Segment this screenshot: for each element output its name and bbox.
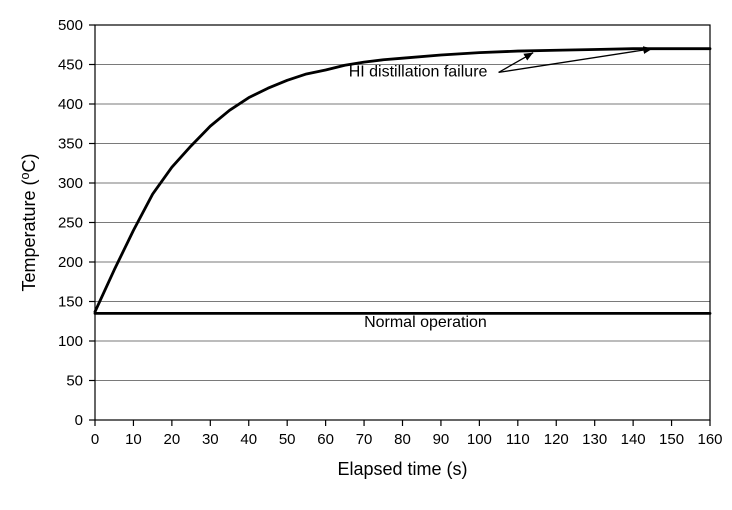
y-tick-label: 400 [58,96,83,113]
x-axis-label: Elapsed time (s) [337,459,467,479]
y-tick-label: 150 [58,294,83,311]
x-tick-label: 160 [697,431,722,448]
annotation-normal: Normal operation [364,314,487,331]
x-tick-label: 70 [356,431,373,448]
x-tick-label: 120 [544,431,569,448]
x-tick-label: 150 [659,431,684,448]
x-tick-label: 140 [621,431,646,448]
chart-container: 0 10 20 30 40 50 60 70 80 90 100 110 120 130 140 150 160… [0,0,732,510]
y-tick-label: 300 [58,175,83,192]
y-tick-label: 200 [58,254,83,271]
x-tick-label: 0 [91,431,99,448]
y-tick-label: 500 [58,17,83,34]
x-tick-label: 80 [394,431,411,448]
x-tick-label: 100 [467,431,492,448]
y-tick-label: 50 [66,373,83,390]
y-tick-label: 350 [58,136,83,153]
line-chart: 0 10 20 30 40 50 60 70 80 90 100 110 120 130 140 150 160… [0,0,732,510]
x-tick-label: 30 [202,431,219,448]
x-tick-label: 90 [433,431,450,448]
x-tick-label: 50 [279,431,296,448]
x-tick-label: 40 [240,431,257,448]
x-tick-label: 20 [164,431,181,448]
y-tick-label: 0 [75,412,83,429]
x-tick-label: 60 [317,431,334,448]
y-tick-label: 250 [58,215,83,232]
y-tick-label: 450 [58,57,83,74]
x-tick-label: 110 [506,431,530,448]
annotation-failure: HI distillation failure [349,63,488,80]
y-tick-label: 100 [58,333,83,350]
x-tick-label: 130 [582,431,607,448]
x-tick-label: 10 [125,431,142,448]
